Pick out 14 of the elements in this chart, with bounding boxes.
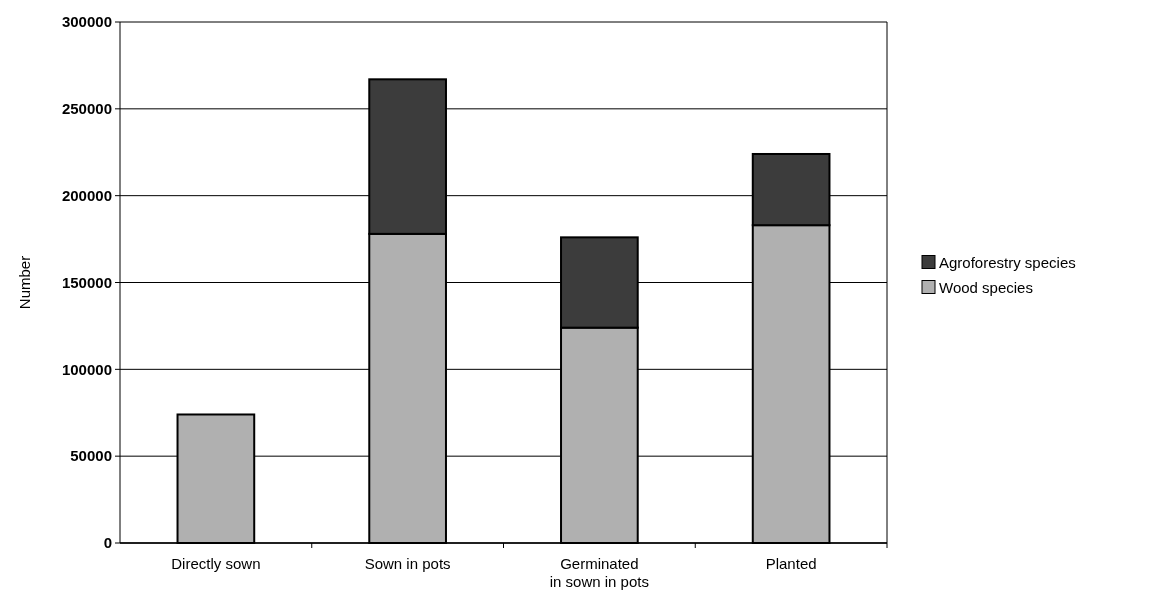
y-tick-label: 100000 bbox=[61, 360, 112, 378]
y-tick-label: 50000 bbox=[70, 447, 112, 465]
x-tick-label: Sown in pots bbox=[364, 555, 451, 572]
y-tick-label: 150000 bbox=[61, 273, 112, 291]
y-tick-label: 300000 bbox=[61, 13, 112, 31]
legend-label: Agroforestry species bbox=[939, 253, 1076, 271]
y-tick-label: 200000 bbox=[61, 186, 112, 204]
legend-label: Wood species bbox=[939, 278, 1033, 296]
x-tick-label: Planted bbox=[765, 555, 817, 572]
y-tick-label: 0 bbox=[103, 534, 112, 552]
y-axis-title: Number bbox=[16, 255, 33, 310]
x-tick-label: Directly sown bbox=[171, 555, 261, 572]
y-tick-label: 250000 bbox=[61, 100, 112, 118]
x-tick-label: Germinated in sown in pots bbox=[549, 555, 649, 590]
